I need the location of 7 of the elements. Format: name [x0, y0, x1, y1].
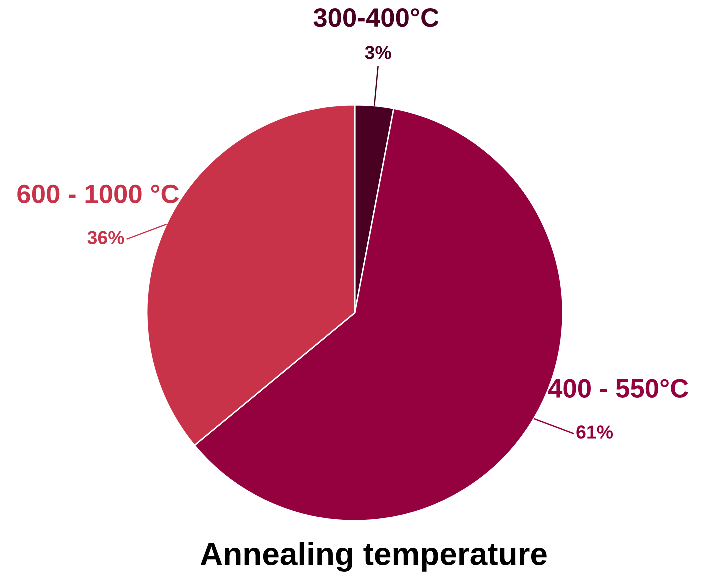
slice-label: 300-400°C [314, 8, 439, 28]
slice-label: 400 - 550°C [548, 379, 688, 398]
data-label: 3% [365, 46, 392, 60]
slice-label: 600 - 1000 °C [18, 184, 180, 204]
data-label: 36% [88, 231, 124, 244]
data-label: 61% [576, 426, 614, 439]
text: Annealing temperature [200, 542, 547, 572]
